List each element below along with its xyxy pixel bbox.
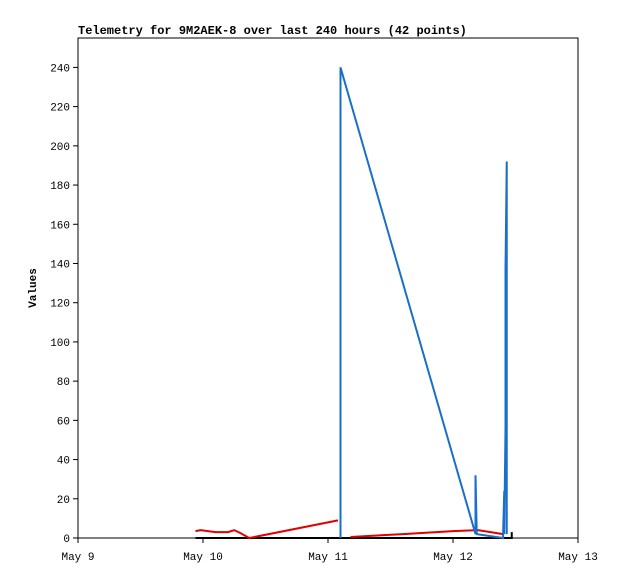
y-tick-label: 0 [63,534,70,546]
y-tick-label: 100 [50,338,70,350]
y-tick-label: 60 [57,416,70,428]
x-tick-label: May 10 [183,552,223,564]
chart-title: Telemetry for 9M2AEK-8 over last 240 hou… [78,24,467,38]
y-tick-label: 160 [50,220,70,232]
y-tick-label: 180 [50,181,70,193]
y-axis-label: Values [28,268,40,308]
y-tick-label: 240 [50,63,70,75]
y-tick-label: 140 [50,259,70,271]
x-tick-label: May 11 [308,552,348,564]
y-tick-label: 40 [57,456,70,468]
y-tick-label: 200 [50,142,70,154]
y-tick-label: 220 [50,103,70,115]
y-tick-label: 80 [57,377,70,389]
x-tick-label: May 12 [433,552,473,564]
x-tick-label: May 9 [61,552,94,564]
y-tick-label: 120 [50,299,70,311]
series-line [195,532,513,539]
plot-frame [77,37,579,539]
series-line [339,67,508,540]
x-tick-label: May 13 [558,552,598,564]
y-tick-label: 20 [57,495,70,507]
series-line [195,519,504,540]
